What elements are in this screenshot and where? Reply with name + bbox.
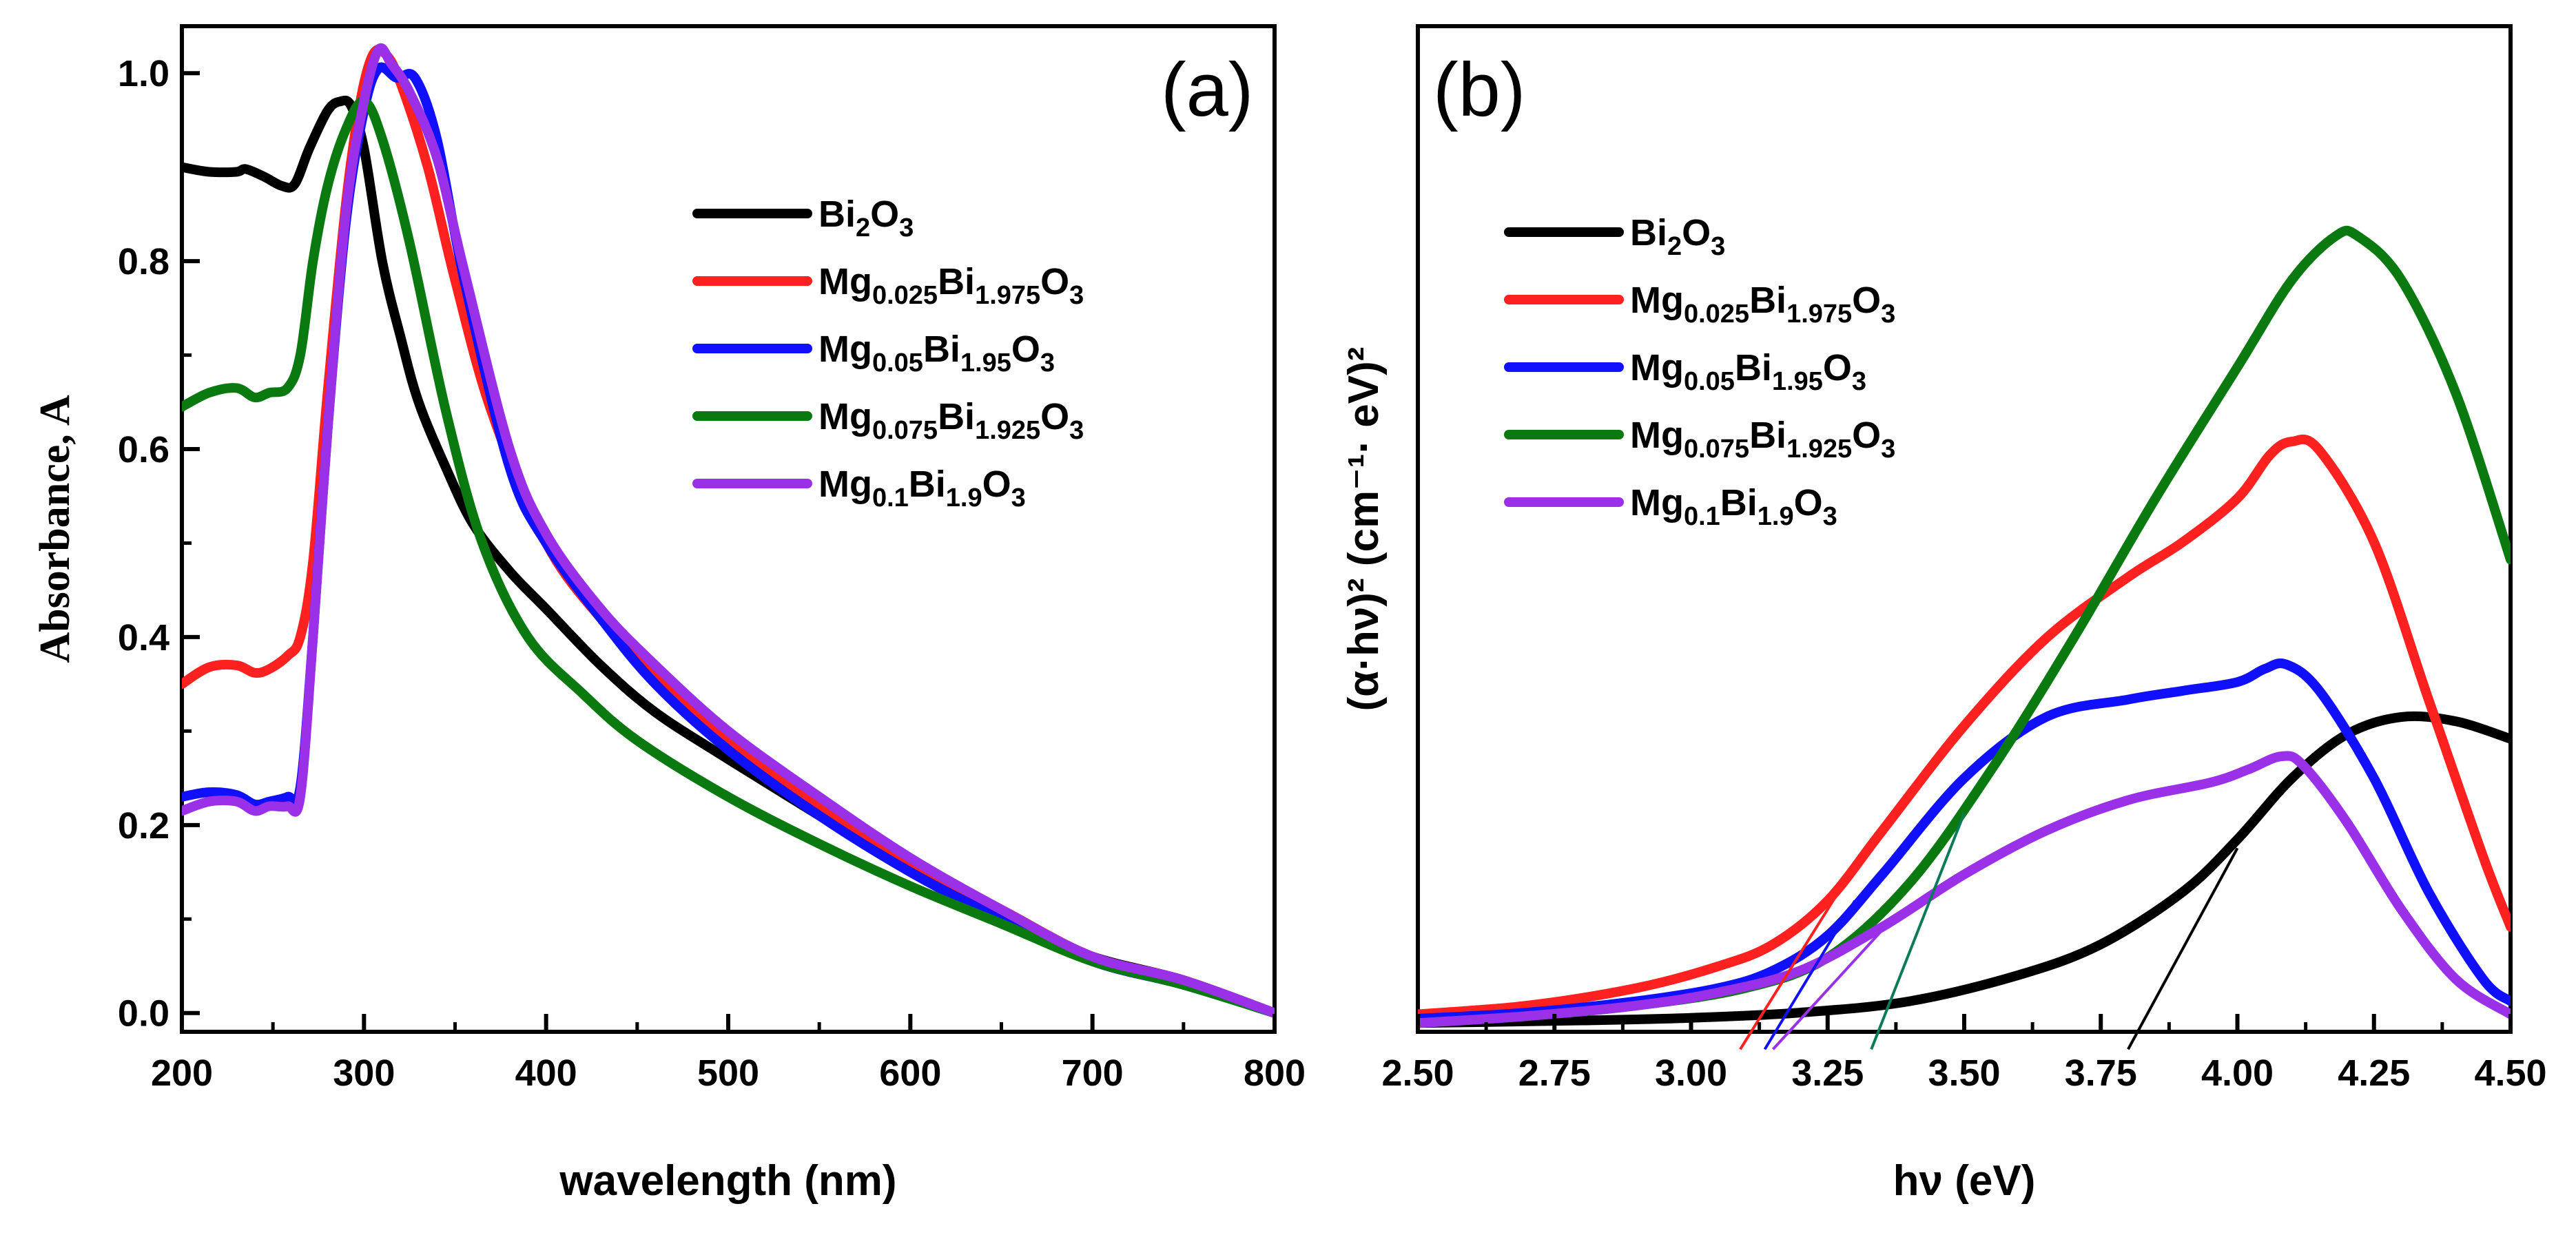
x-tick-label: 3.50 xyxy=(1928,1052,2000,1094)
y-tick-label: 0.6 xyxy=(118,429,169,470)
panel-a-x-ticks: 200 300 400 500 600 700 800 xyxy=(151,1014,1306,1094)
x-tick-label: 4.50 xyxy=(2474,1052,2546,1094)
x-tick-label: 400 xyxy=(515,1052,577,1094)
x-tick-label: 4.25 xyxy=(2338,1052,2410,1094)
y-tick-label: 1.0 xyxy=(118,53,169,94)
x-tick-label: 3.75 xyxy=(2065,1052,2137,1094)
legend-label: Mg0.1​Bi1.9​O3​ xyxy=(1630,482,1837,531)
panel-b: 2.50 2.75 3.00 3.25 3.50 3.75 4.00 4.25 4.50 (b)… xyxy=(1340,24,2547,1205)
x-tick-label: 3.00 xyxy=(1655,1052,1727,1094)
tangent-line xyxy=(2127,847,2239,1050)
panel-a-y-ticks: 0.0 0.2 0.4 0.6 0.8 1.0 xyxy=(118,53,200,1035)
tangent-line xyxy=(1870,812,1966,1050)
panel-b-tangent-lines xyxy=(1739,812,2239,1050)
legend-label: Mg0.025​Bi1.975​O3​ xyxy=(818,261,1084,310)
y-tick-label: 0.4 xyxy=(118,617,169,658)
x-tick-label: 2.50 xyxy=(1381,1052,1454,1094)
panel-b-curves xyxy=(1418,225,2511,1028)
tangent-line xyxy=(1739,882,1846,1050)
panel-a-label: (a) xyxy=(1161,48,1253,132)
x-tick-label: 3.25 xyxy=(1791,1052,1864,1094)
panel-b-legend: Bi2​O3​ Mg0.025​Bi1.975​O3​ Mg0.05​Bi1.95​… xyxy=(1504,212,1895,531)
legend-label: Mg0.05​Bi1.95​O3​ xyxy=(1630,347,1866,396)
tangent-line xyxy=(1771,917,1895,1050)
panel-a: 200 300 400 500 600 700 800 0.0 0.2 0.4 0.6 0.8 1.0… xyxy=(32,24,1306,1205)
panel-b-frame xyxy=(1416,24,2513,1034)
legend-label: Mg0.075​Bi1.925​O3​ xyxy=(818,396,1084,445)
legend-label: Mg0.05​Bi1.95​O3​ xyxy=(818,329,1055,377)
x-tick-label: 600 xyxy=(879,1052,941,1094)
x-tick-label: 800 xyxy=(1244,1052,1306,1094)
series-line-b-Mg0-1 xyxy=(1418,751,2511,1028)
x-tick-label: 500 xyxy=(697,1052,759,1094)
tangent-line xyxy=(1763,900,1857,1050)
legend-label: Mg0.025​Bi1.975​O3​ xyxy=(1630,280,1895,329)
panel-a-x-axis-label: wavelength (nm) xyxy=(559,1157,896,1205)
series-line-b-Mg0-075 xyxy=(1418,225,2511,1028)
series-line-b-Bi2O3 xyxy=(1418,711,2511,1028)
x-tick-label: 4.00 xyxy=(2201,1052,2274,1094)
panel-b-label: (b) xyxy=(1433,48,1525,132)
legend-label: Bi2​O3​ xyxy=(1630,212,1725,261)
y-tick-label: 0.2 xyxy=(118,805,169,847)
legend-label: Mg0.075​Bi1.925​O3​ xyxy=(1630,415,1895,464)
panel-a-legend: Bi2​O3​ Mg0.025​Bi1.975​O3​ Mg0.05​Bi1.95​… xyxy=(692,194,1084,512)
series-line-b-Mg0-05 xyxy=(1418,658,2511,1024)
x-tick-label: 300 xyxy=(333,1052,395,1094)
y-tick-label: 0.8 xyxy=(118,241,169,282)
panel-b-x-axis-label: hν (eV) xyxy=(1893,1157,2036,1205)
x-tick-label: 2.75 xyxy=(1518,1052,1591,1094)
panel-a-y-axis-label: Absorbance, A xyxy=(32,395,79,663)
legend-label: Mg0.1​Bi1.9​O3​ xyxy=(818,464,1026,512)
x-tick-label: 200 xyxy=(151,1052,213,1094)
y-tick-label: 0.0 xyxy=(118,993,169,1035)
panel-b-x-ticks: 2.50 2.75 3.00 3.25 3.50 3.75 4.00 4.25 4.50 xyxy=(1381,1014,2547,1094)
series-line-a-Mg0-1 xyxy=(182,43,1275,1018)
series-line-a-Mg0-075 xyxy=(182,96,1275,1018)
panel-b-y-axis-label: (α·hν)² (cm⁻¹· eV)² xyxy=(1340,347,1388,712)
x-tick-label: 700 xyxy=(1062,1052,1124,1094)
panel-a-curves xyxy=(182,43,1275,1018)
legend-label: Bi2​O3​ xyxy=(818,194,914,242)
